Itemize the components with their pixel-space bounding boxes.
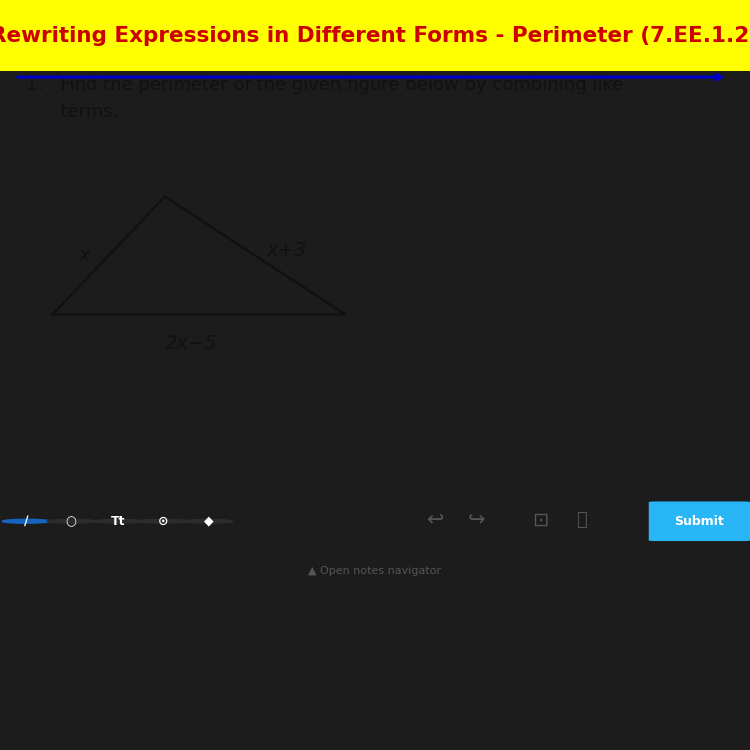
Circle shape <box>47 519 95 524</box>
Text: ↪: ↪ <box>467 510 485 530</box>
Text: Rewriting Expressions in Different Forms - Perimeter (7.EE.1.2): Rewriting Expressions in Different Forms… <box>0 26 750 46</box>
Text: ∕: ∕ <box>24 514 28 528</box>
Text: ▲ Open notes navigator: ▲ Open notes navigator <box>308 566 442 576</box>
Text: 🔓: 🔓 <box>576 511 586 529</box>
Text: 1.   Find the perimeter of the given figure below by combining like: 1. Find the perimeter of the given figur… <box>26 76 624 94</box>
Text: Submit: Submit <box>674 514 724 528</box>
Circle shape <box>184 519 232 524</box>
Text: ⊡: ⊡ <box>532 511 548 530</box>
Bar <box>0 0 750 71</box>
Text: x: x <box>79 246 90 265</box>
Circle shape <box>2 519 50 524</box>
Text: ◆: ◆ <box>204 514 213 528</box>
Circle shape <box>140 519 188 524</box>
Text: Tt: Tt <box>111 514 126 528</box>
Text: ↩: ↩ <box>426 510 444 530</box>
Text: x+3: x+3 <box>266 241 307 260</box>
Text: ⊙: ⊙ <box>158 514 169 528</box>
Text: ○: ○ <box>66 514 76 528</box>
Text: 2x−5: 2x−5 <box>165 334 218 353</box>
FancyBboxPatch shape <box>649 502 750 541</box>
Text: terms.: terms. <box>26 104 118 122</box>
Circle shape <box>94 519 142 524</box>
